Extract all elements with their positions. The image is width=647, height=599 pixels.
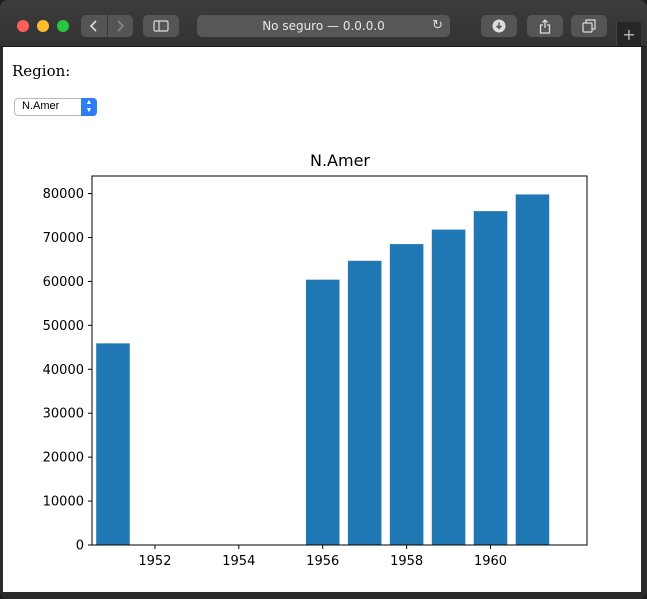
y-tick-label: 70000	[43, 231, 84, 246]
bar-1951	[96, 343, 130, 545]
x-tick-label: 1952	[138, 554, 171, 569]
back-button[interactable]	[81, 15, 107, 37]
y-tick-label: 20000	[43, 451, 84, 466]
select-arrows-icon: ▲ ▼	[81, 98, 97, 116]
chevron-right-icon	[117, 20, 125, 32]
tabs-overview-icon	[582, 19, 596, 33]
sidebar-toggle-button[interactable]	[143, 15, 179, 37]
show-tabs-button[interactable]	[571, 15, 607, 37]
y-axis: 0 10000 20000 30000 40000 50000 60000 70000 8000…	[43, 187, 92, 554]
minimize-window-button[interactable]	[37, 20, 49, 32]
bar-1959	[431, 229, 466, 545]
region-label: Region:	[12, 62, 71, 80]
x-tick-label: 1960	[474, 554, 507, 569]
navigation-buttons	[81, 15, 133, 37]
bars-group	[96, 194, 550, 545]
y-tick-label: 80000	[43, 187, 84, 202]
address-bar[interactable]: No seguro — 0.0.0.0 ↻	[197, 15, 450, 37]
sidebar-icon	[153, 20, 169, 32]
bar-1957	[347, 260, 382, 545]
bar-1958	[389, 244, 424, 545]
bar-1960	[473, 211, 508, 545]
title-bar: No seguro — 0.0.0.0 ↻ +	[0, 0, 647, 47]
y-tick-label: 60000	[43, 275, 84, 290]
y-tick-label: 0	[76, 539, 84, 554]
x-tick-label: 1954	[222, 554, 255, 569]
download-icon	[492, 19, 506, 33]
new-tab-button[interactable]: +	[616, 22, 641, 46]
zoom-window-button[interactable]	[57, 20, 69, 32]
address-text: No seguro — 0.0.0.0	[262, 19, 385, 33]
x-axis: 1952 1954 1956 1958 1960	[138, 545, 507, 569]
y-tick-label: 50000	[43, 319, 84, 334]
chevron-left-icon	[89, 20, 97, 32]
chart-title: N.Amer	[310, 151, 370, 170]
region-select-value: N.Amer	[22, 100, 60, 112]
y-tick-label: 40000	[43, 363, 84, 378]
reload-icon[interactable]: ↻	[432, 18, 443, 33]
downloads-button[interactable]	[481, 15, 517, 37]
share-button[interactable]	[527, 15, 563, 37]
plus-icon: +	[622, 24, 636, 44]
region-select[interactable]: N.Amer ▲ ▼	[14, 98, 97, 116]
bar-1956	[305, 279, 340, 545]
bar-chart: N.Amer 0 10000 20000 30000 40000 50000 60000 70…	[43, 151, 588, 569]
y-tick-label: 10000	[43, 495, 84, 510]
plot-frame	[91, 175, 588, 546]
x-tick-label: 1956	[306, 554, 339, 569]
forward-button[interactable]	[106, 15, 134, 37]
close-window-button[interactable]	[17, 20, 29, 32]
x-tick-label: 1958	[390, 554, 423, 569]
page-content: Region: N.Amer ▲ ▼ N.Amer 0 10000 20000 3000…	[3, 47, 641, 592]
bar-1961	[515, 194, 550, 545]
y-tick-label: 30000	[43, 407, 84, 422]
share-icon	[539, 18, 551, 34]
